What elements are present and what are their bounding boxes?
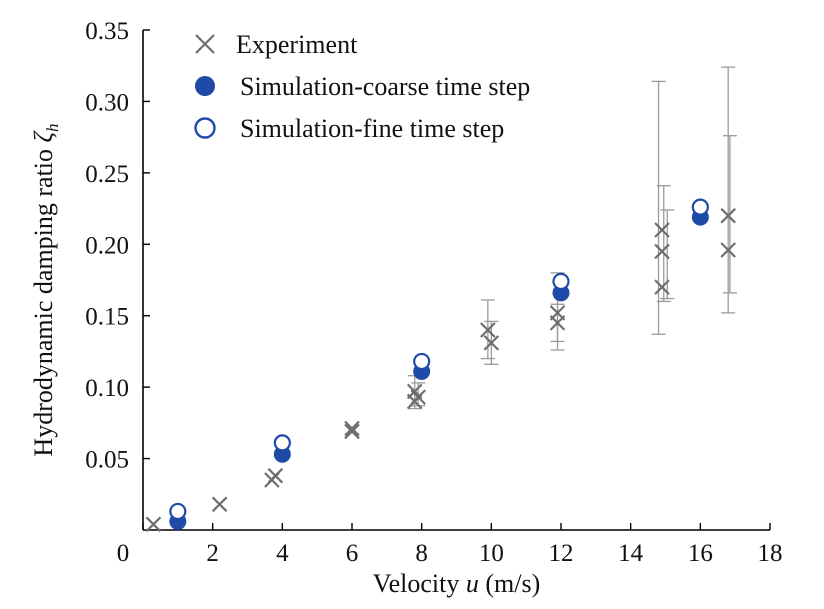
x-tick-label: 4 — [276, 540, 289, 567]
experiment-point — [344, 420, 360, 437]
y-tick-label: 0.15 — [85, 304, 129, 331]
legend: Experiment Simulation-coarse time step Sim… — [194, 30, 530, 143]
fine-sim-point — [273, 434, 291, 452]
y-tick-label: 0.25 — [85, 161, 129, 188]
y-tick-label: 0.20 — [85, 232, 129, 259]
fine-sim-point — [169, 502, 187, 521]
data-markers — [145, 198, 736, 533]
experiment-point — [720, 207, 736, 224]
error-bar — [656, 185, 671, 303]
x-tick-label: 16 — [688, 540, 713, 567]
legend-entry: Simulation-fine time step — [194, 114, 504, 143]
x-tick-label: 8 — [415, 540, 428, 567]
y-tick-label: 0.10 — [85, 375, 129, 402]
error-bar — [721, 66, 736, 314]
experiment-point — [480, 322, 496, 338]
x-tick-label: 12 — [549, 540, 574, 567]
legend-label: Simulation-coarse time step — [240, 72, 530, 101]
experiment-point — [483, 335, 500, 351]
x-tick-label: 0 — [117, 540, 130, 567]
experiment-point — [145, 516, 162, 533]
y-tick-label: 0.30 — [85, 89, 129, 116]
experiment-point — [344, 423, 360, 440]
experiment-point — [720, 242, 736, 258]
legend-marker-coarse — [195, 76, 215, 96]
legend-label: Experiment — [236, 30, 358, 59]
fine-sim-point — [691, 198, 709, 216]
legend-entry: Experiment — [195, 30, 358, 59]
y-tick-label: 0.35 — [85, 18, 129, 45]
experiment-point — [211, 496, 228, 513]
experiment-point — [654, 222, 670, 238]
fine-sim-point — [552, 272, 570, 291]
x-tick-label: 14 — [618, 540, 644, 567]
y-tick-label: 0.05 — [85, 447, 129, 474]
legend-marker-experiment — [195, 34, 215, 54]
experiment-point — [267, 467, 284, 484]
x-tick-label: 10 — [479, 540, 504, 567]
fine-sim-point — [413, 352, 431, 371]
x-axis-title: Velocity u (m/s) — [373, 569, 541, 598]
x-tick-label: 6 — [346, 540, 359, 567]
experiment-point — [410, 389, 426, 405]
legend-entry: Simulation-coarse time step — [195, 72, 530, 101]
x-tick-label: 2 — [206, 540, 219, 567]
axes: 0 2 4 6 8 10 12 14 16 18 0.05 0.10 0.15 0.20 0.25 0.30 0… — [85, 18, 782, 567]
legend-label: Simulation-fine time step — [240, 114, 504, 143]
experiment-point — [654, 243, 670, 260]
experiment-point — [654, 279, 670, 295]
experiment-point — [549, 305, 566, 321]
legend-marker-fine — [194, 117, 216, 139]
y-axis-title: Hydrodynamic damping ratio ζh — [29, 123, 62, 456]
x-tick-label: 18 — [758, 540, 783, 567]
